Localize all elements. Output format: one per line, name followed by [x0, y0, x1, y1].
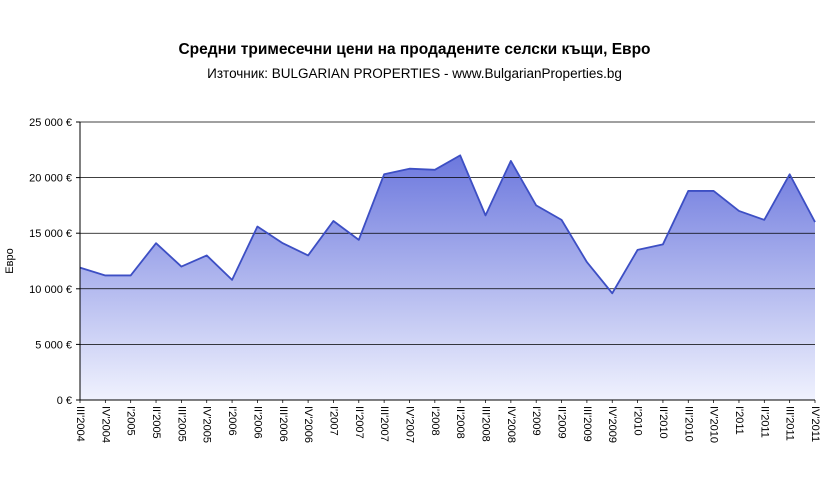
x-tick-label: I'2006: [226, 406, 238, 436]
x-tick-label: III'2006: [277, 406, 289, 442]
x-tick-label: III'2004: [74, 406, 86, 442]
x-tick-label: II'2005: [150, 406, 162, 439]
x-tick-label: II'2007: [353, 406, 365, 439]
y-tick-label: 10 000 €: [29, 284, 72, 296]
x-tick-label: I'2008: [429, 406, 441, 436]
x-tick-label: III'2010: [682, 406, 694, 442]
x-tick-label: II'2011: [758, 406, 770, 438]
area-fill: [80, 155, 815, 400]
chart-subtitle: Източник: BULGARIAN PROPERTIES - www.Bul…: [207, 66, 622, 81]
y-tick-label: 20 000 €: [29, 173, 72, 185]
x-tick-label: IV'2008: [505, 406, 517, 443]
y-tick-label: 25 000 €: [29, 117, 72, 129]
x-tick-label: IV'2010: [708, 406, 720, 443]
series-line: [79, 154, 816, 295]
x-tick-label: III'2011: [784, 406, 796, 441]
y-tick-label: 0 €: [57, 395, 72, 407]
y-tick-label: 15 000 €: [29, 228, 72, 240]
x-tick-label: II'2008: [454, 406, 466, 439]
x-tick-label: I'2009: [530, 406, 542, 436]
x-tick-label: II'2010: [657, 406, 669, 439]
x-tick-label: IV'2005: [201, 406, 213, 443]
x-tick-label: III'2008: [480, 406, 492, 442]
x-tick-label: III'2007: [378, 406, 390, 442]
x-tick-label: IV'2007: [403, 406, 415, 443]
x-tick-label: IV'2006: [302, 406, 314, 443]
x-tick-label: IV'2009: [606, 406, 618, 443]
x-tick-label: IV'2011: [809, 406, 821, 442]
x-tick-label: I'2005: [125, 406, 137, 436]
x-tick-label: III'2005: [175, 406, 187, 442]
x-tick-label: I'2007: [327, 406, 339, 436]
chart-title: Средни тримесечни цени на продадените се…: [178, 41, 651, 58]
x-tick-label: IV'2004: [99, 406, 111, 443]
x-tick-label: I'2011: [733, 406, 745, 435]
x-tick-label: II'2006: [251, 406, 263, 439]
x-tick-label: I'2010: [632, 406, 644, 436]
x-tick-label: II'2009: [556, 406, 568, 439]
y-tick-label: 5 000 €: [35, 339, 72, 351]
x-tick-label: III'2009: [581, 406, 593, 442]
y-axis-title: Евро: [4, 248, 16, 273]
